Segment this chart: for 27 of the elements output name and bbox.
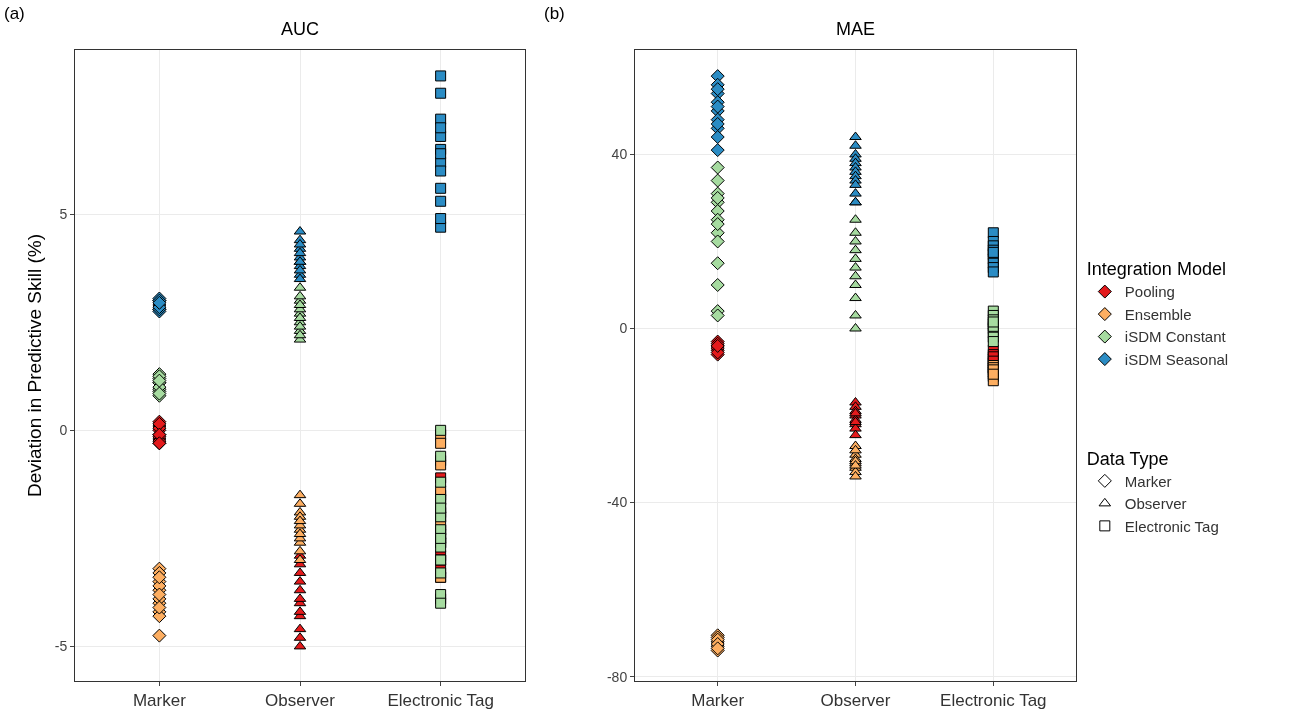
text: (b) [544,4,565,23]
y-tick-label: 5 [59,206,68,223]
x-tick-label: Marker [132,691,187,711]
y-tick-label: 0 [59,422,68,439]
y-tick-label: -5 [54,638,68,655]
x-tick-label: Electronic Tag [940,691,1047,711]
x-tick-label: Marker [691,691,745,711]
text: Integration Model [1086,259,1226,280]
y-tick-label: 0 [619,320,628,337]
chart-title: AUC [280,18,320,39]
chart-title: MAE [835,18,876,39]
category-label: Electronic Tag [1124,517,1219,535]
legend-label: iSDM Constant [1124,328,1227,346]
category-label: Observer [1124,495,1187,513]
y-tick-label: 40 [611,146,628,163]
y-tick-label: -40 [606,494,628,511]
x-tick-label: Observer [820,691,891,711]
text: Data Type [1086,448,1169,469]
legend-label: iSDM Seasonal [1124,350,1229,368]
legend-label: Pooling [1124,283,1175,301]
y-tick-label: -80 [606,668,628,685]
category-label: Marker [1124,472,1172,490]
text: (a) [4,4,25,23]
x-tick-label: Observer [265,691,336,711]
legend-label: Ensemble [1124,305,1192,323]
y-axis-title: Deviation in Predictive Skill (%) [23,234,45,497]
x-tick-label: Electronic Tag [387,691,494,711]
